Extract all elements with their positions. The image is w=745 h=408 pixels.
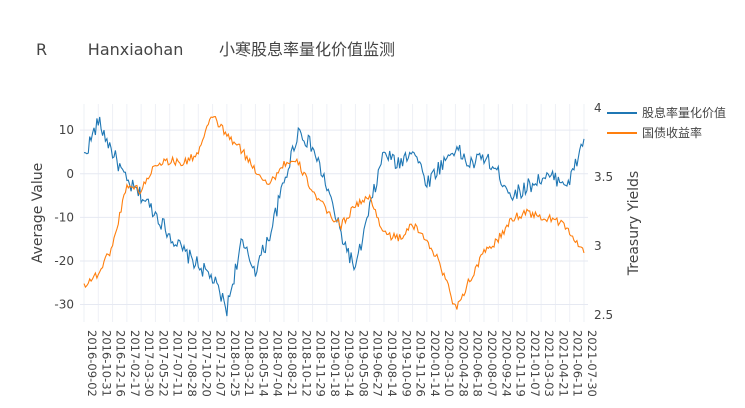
- y-tick-label: -10: [54, 210, 74, 224]
- x-tick-label: 2017-12-07: [214, 330, 228, 397]
- x-tick-label: 2021-01-07: [528, 330, 542, 397]
- x-tick-label: 2020-01-14: [428, 330, 442, 397]
- x-tick-label: 2018-05-14: [256, 330, 270, 397]
- x-tick-label: 2019-06-27: [371, 330, 385, 397]
- x-tick-label: 2019-05-08: [356, 330, 370, 397]
- y2-tick-label: 3: [594, 239, 602, 253]
- x-tick-label: 2018-03-21: [242, 330, 256, 397]
- y-tick-label: -20: [54, 254, 74, 268]
- x-tick-label: 2016-12-16: [114, 330, 128, 397]
- legend-label-2: 国债收益率: [642, 125, 702, 140]
- x-tick-label: 2016-09-02: [85, 330, 99, 397]
- x-tick-label: 2018-01-25: [228, 330, 242, 397]
- x-tick-label: 2021-07-30: [585, 330, 599, 397]
- y2-tick-label: 2.5: [594, 308, 613, 322]
- series-line-1: [83, 116, 585, 317]
- x-tick-label: 2020-06-18: [471, 330, 485, 397]
- y-tick-label: 0: [66, 167, 74, 181]
- x-tick-label: 2019-01-18: [328, 330, 342, 397]
- x-tick-label: 2017-07-11: [171, 330, 185, 397]
- x-tick-label: 2016-10-31: [99, 330, 113, 397]
- x-tick-label: 2021-03-03: [542, 330, 556, 397]
- y-axis-title: Average Value: [30, 163, 46, 263]
- x-tick-label: 2018-08-21: [285, 330, 299, 397]
- x-tick-label: 2017-10-20: [199, 330, 213, 397]
- x-tick-label: 2021-06-11: [571, 330, 585, 397]
- x-tick-label: 2018-11-29: [314, 330, 328, 397]
- x-tick-label: 2018-07-04: [271, 330, 285, 397]
- x-tick-label: 2020-04-28: [456, 330, 470, 397]
- y2-tick-label: 3.5: [594, 170, 613, 184]
- x-tick-label: 2017-05-22: [156, 330, 170, 397]
- x-tick-label: 2021-04-21: [556, 330, 570, 397]
- x-tick-label: 2017-08-28: [185, 330, 199, 397]
- y2-axis-title: Treasury Yields: [626, 171, 642, 276]
- y-tick-label: 10: [59, 123, 74, 137]
- chart-title: R Hanxiaohan 小寒股息率量化价值监测: [36, 40, 395, 59]
- x-tick-label: 2019-10-09: [399, 330, 413, 397]
- x-tick-label: 2018-10-12: [299, 330, 313, 397]
- x-tick-label: 2019-03-14: [342, 330, 356, 397]
- y2-tick-label: 4: [594, 101, 602, 115]
- x-tick-label: 2017-03-30: [142, 330, 156, 397]
- series-line-2: [83, 116, 585, 310]
- x-tick-label: 2017-02-17: [128, 330, 142, 397]
- x-tick-label: 2019-08-14: [385, 330, 399, 397]
- y-tick-label: -30: [54, 298, 74, 312]
- x-tick-label: 2020-11-19: [514, 330, 528, 397]
- x-tick-label: 2019-11-26: [414, 330, 428, 397]
- legend-label-1: 股息率量化价值: [642, 105, 726, 120]
- x-tick-label: 2020-03-10: [442, 330, 456, 397]
- x-tick-label: 2020-09-24: [499, 330, 513, 397]
- x-tick-label: 2020-08-07: [485, 330, 499, 397]
